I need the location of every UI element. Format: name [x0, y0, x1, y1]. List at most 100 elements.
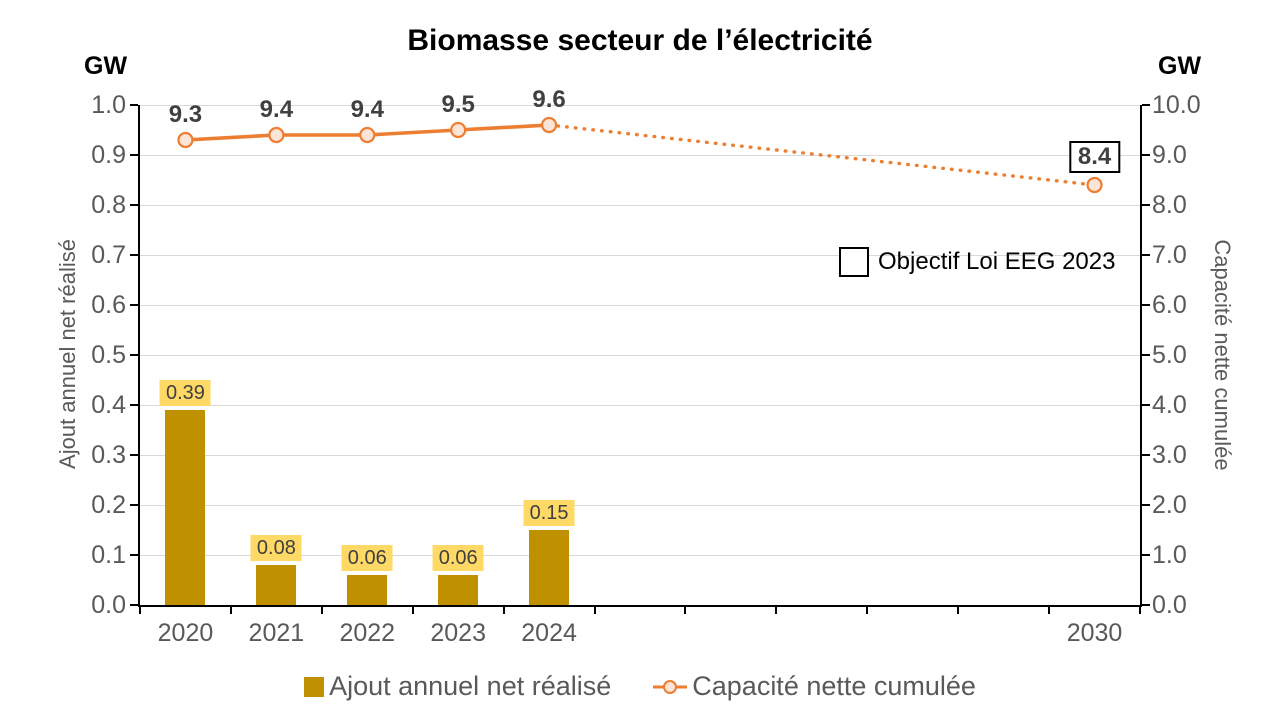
gridline: [140, 105, 1140, 106]
legend-line-label: Capacité nette cumulée: [692, 671, 976, 701]
x-axis-tick-mark: [866, 607, 869, 614]
line-marker-2021: [268, 126, 285, 144]
y-axis-tick-label-left: 0.0: [91, 591, 126, 619]
line-marker-2023: [450, 121, 467, 139]
y-axis-tick-label-right: 8.0: [1152, 191, 1187, 219]
x-axis-label-2024: 2024: [521, 619, 577, 647]
y-axis-tick-mark-right: [1142, 204, 1150, 206]
line-value-label: 9.3: [168, 101, 203, 128]
gridline: [140, 155, 1140, 156]
y-axis-tick-label-right: 9.0: [1152, 141, 1187, 169]
y-axis-tick-mark-right: [1142, 154, 1150, 156]
y-axis-tick-mark-left: [130, 154, 138, 156]
y-axis-tick-label-left: 0.8: [91, 191, 126, 219]
y-axis-tick-mark-right: [1142, 604, 1150, 606]
y-axis-tick-mark-left: [130, 354, 138, 356]
bar-2024: [529, 530, 570, 605]
line-value-label: 9.6: [532, 86, 566, 113]
y-axis-tick-mark-right: [1142, 354, 1150, 356]
x-axis-tick-mark: [593, 607, 596, 614]
gridline: [140, 205, 1140, 206]
y-axis-tick-mark-left: [130, 604, 138, 606]
legend-bar-label: Ajout annuel net réalisé: [329, 671, 612, 701]
y-axis-tick-label-left: 0.3: [91, 441, 126, 469]
y-axis-tick-mark-left: [130, 104, 138, 106]
bar-series-swatch-icon: [304, 676, 325, 697]
y-axis-tick-mark-right: [1142, 104, 1150, 106]
x-axis-tick-mark: [139, 607, 141, 614]
x-axis-tick-mark: [775, 607, 778, 614]
legend-item-bar: Ajout annuel net réalisé: [304, 671, 611, 702]
right-axis-unit: GW: [1158, 52, 1202, 80]
chart-title: Biomasse secteur de l’électricité: [407, 24, 873, 57]
y-axis-tick-mark-left: [130, 254, 138, 256]
bar-value-label-2021: 0.08: [250, 535, 302, 561]
objectif-target-square-icon: [839, 247, 869, 277]
y-axis-tick-label-right: 2.0: [1152, 491, 1187, 519]
x-axis-tick-mark: [502, 607, 505, 614]
line-value-label: 9.5: [441, 91, 475, 118]
line-marker-2024: [540, 116, 558, 134]
x-axis-tick-mark: [957, 607, 960, 614]
y-axis-tick-mark-right: [1142, 554, 1150, 556]
y-axis-tick-label-left: 0.2: [91, 491, 126, 519]
y-axis-tick-label-left: 0.1: [91, 541, 126, 569]
gridline: [140, 555, 1140, 556]
gridline: [140, 355, 1140, 356]
bar-2023: [438, 575, 479, 605]
bar-value-label-2022: 0.06: [341, 545, 393, 571]
y-axis-tick-label-right: 1.0: [1152, 541, 1187, 569]
x-axis-label-2030: 2030: [1066, 619, 1123, 647]
y-axis-tick-mark-right: [1142, 404, 1150, 406]
objectif-legend: Objectif Loi EEG 2023: [839, 247, 1115, 277]
gridline: [140, 405, 1140, 406]
y-axis-tick-label-right: 5.0: [1152, 341, 1187, 369]
x-axis-tick-mark: [1048, 607, 1051, 614]
y-axis-tick-label-left: 0.9: [91, 141, 126, 169]
y-axis-tick-mark-right: [1142, 504, 1150, 506]
bar-value-label-2023: 0.06: [432, 545, 484, 571]
bar-2020: [165, 410, 206, 605]
bar-value-label-2024: 0.15: [523, 500, 575, 526]
x-axis-label-2022: 2022: [339, 619, 396, 647]
axis-line-left: [138, 105, 140, 607]
y-axis-tick-label-left: 0.6: [91, 291, 126, 319]
x-axis-tick-mark: [229, 607, 232, 614]
y-axis-tick-label-right: 0.0: [1152, 591, 1187, 619]
gridline: [140, 255, 1140, 256]
line-value-label: 9.4: [259, 96, 294, 123]
y-axis-tick-mark-left: [130, 304, 138, 306]
gridline: [140, 505, 1140, 506]
y-axis-tick-mark-left: [130, 454, 138, 456]
objectif-label: Objectif Loi EEG 2023: [878, 248, 1116, 275]
plot-area: 0.39 0.08 0.06 0.06 0.15 9.3 9.4 9.4 9.5 9.6 8.4: [130, 87, 1150, 614]
line-marker-2022: [359, 126, 376, 144]
x-axis-tick-mark: [1139, 607, 1141, 614]
y-axis-tick-label-right: 7.0: [1152, 241, 1187, 269]
y-axis-tick-mark-left: [130, 504, 138, 506]
x-axis-label-2021: 2021: [248, 619, 305, 647]
x-axis-tick-mark: [411, 607, 414, 614]
y-axis-tick-label-left: 0.4: [91, 391, 126, 419]
chart-legend: Ajout annuel net réalisé Capacité nette …: [0, 671, 1280, 702]
y-axis-tick-mark-right: [1142, 304, 1150, 306]
x-axis-tick-mark: [684, 607, 687, 614]
bar-value-label-2020: 0.39: [159, 380, 211, 406]
axis-line-bottom: [138, 605, 1142, 607]
capacity-line-dotted: [547, 123, 1097, 187]
line-value-label: 8.4: [1068, 141, 1121, 173]
y-axis-tick-label-left: 0.5: [91, 341, 126, 369]
y-axis-tick-label-right: 6.0: [1152, 291, 1187, 319]
gridline: [140, 455, 1140, 456]
line-value-label: 9.4: [350, 96, 384, 123]
y-axis-tick-label-left: 0.7: [91, 241, 126, 269]
y-axis-tick-mark-left: [130, 554, 138, 556]
legend-item-line: Capacité nette cumulée: [653, 671, 976, 702]
x-axis-label-2023: 2023: [430, 619, 486, 647]
bar-2021: [256, 565, 297, 605]
y-axis-tick-label-right: 3.0: [1152, 441, 1187, 469]
x-axis-tick-mark: [320, 607, 323, 614]
y-axis-tick-label-right: 10.0: [1152, 91, 1201, 119]
y-axis-tick-mark-right: [1142, 254, 1150, 256]
